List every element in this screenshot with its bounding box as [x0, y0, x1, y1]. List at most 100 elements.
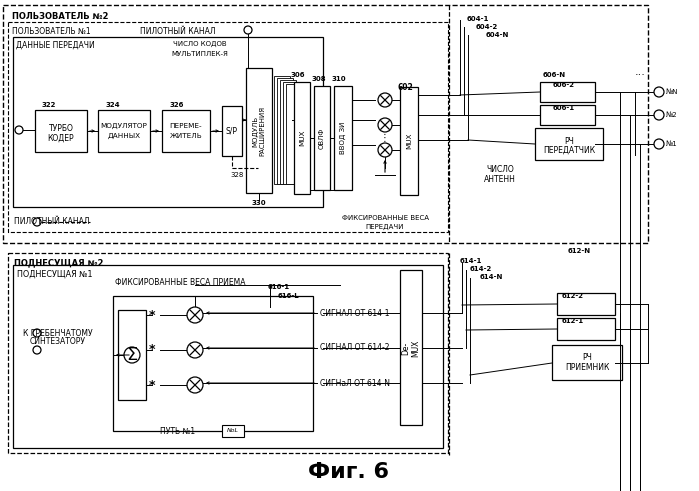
Text: *: *: [149, 379, 155, 391]
Circle shape: [378, 143, 392, 157]
Text: №2: №2: [666, 112, 677, 118]
Text: РЧ: РЧ: [564, 136, 574, 145]
Text: Фиг. 6: Фиг. 6: [308, 462, 389, 482]
Text: 616-1: 616-1: [268, 284, 290, 290]
Text: ПИЛОТНЫЙ КАНАЛ: ПИЛОТНЫЙ КАНАЛ: [14, 218, 89, 226]
Text: MUX: MUX: [406, 133, 412, 149]
Text: ДАННЫХ: ДАННЫХ: [108, 133, 140, 139]
Text: ВВОД ЗИ: ВВОД ЗИ: [340, 122, 346, 154]
Text: АНТЕНН: АНТЕНН: [484, 175, 516, 184]
Bar: [294, 82, 310, 194]
Circle shape: [654, 110, 664, 120]
Text: ...: ...: [635, 67, 645, 77]
Bar: [13, 265, 443, 448]
Text: ПИЛОТНЫЙ КАНАЛ: ПИЛОТНЫЙ КАНАЛ: [140, 27, 215, 36]
Text: СИГНаЛ ОТ 614-N: СИГНаЛ ОТ 614-N: [320, 379, 390, 387]
Text: 602: 602: [397, 83, 412, 92]
Text: ФИКСИРОВАННЫЕ ВЕСА: ФИКСИРОВАННЫЕ ВЕСА: [342, 215, 428, 221]
Text: ЖИТЕЛЬ: ЖИТЕЛЬ: [170, 133, 203, 139]
Text: 326: 326: [170, 102, 185, 108]
Bar: [535, 128, 603, 160]
Circle shape: [378, 93, 392, 107]
Text: 616-L: 616-L: [278, 293, 300, 299]
Bar: [13, 37, 323, 207]
Bar: [286, 84, 302, 184]
Text: ЧИСЛО КОДОВ: ЧИСЛО КОДОВ: [173, 41, 226, 47]
Text: 606-N: 606-N: [543, 72, 566, 78]
Bar: [162, 110, 210, 152]
Bar: [557, 318, 615, 340]
Circle shape: [33, 218, 41, 226]
Text: №N: №N: [666, 89, 679, 95]
Bar: [98, 110, 150, 152]
Bar: [8, 22, 448, 232]
Bar: [246, 68, 272, 193]
Bar: [222, 106, 242, 156]
Text: 612-1: 612-1: [562, 318, 584, 324]
Circle shape: [15, 126, 23, 134]
Bar: [274, 76, 290, 184]
Bar: [283, 82, 299, 184]
Text: К ГРЕБЕНЧАТОМУ: К ГРЕБЕНЧАТОМУ: [23, 328, 93, 337]
Bar: [118, 310, 146, 400]
Text: КОДЕР: КОДЕР: [48, 134, 74, 142]
Text: №1: №1: [666, 141, 678, 147]
Text: ПРИЕМНИК: ПРИЕМНИК: [565, 363, 610, 373]
Text: ПУТЬ №1: ПУТЬ №1: [160, 428, 195, 436]
Circle shape: [187, 377, 203, 393]
Bar: [400, 87, 418, 195]
Text: МОДУЛЯТОР: МОДУЛЯТОР: [101, 123, 147, 129]
Text: De-
MUX: De- MUX: [401, 339, 421, 356]
Text: 614-N: 614-N: [480, 274, 503, 280]
Bar: [314, 86, 330, 190]
Text: ЧИСЛО: ЧИСЛО: [486, 165, 514, 174]
Text: 604-1: 604-1: [467, 16, 489, 22]
Text: ПОЛЬЗОВАТЕЛЬ №2: ПОЛЬЗОВАТЕЛЬ №2: [12, 12, 108, 21]
Bar: [334, 86, 352, 190]
Text: ОВЛФ: ОВЛФ: [319, 127, 325, 149]
Text: ПЕРЕДАТЧИК: ПЕРЕДАТЧИК: [543, 145, 595, 155]
Text: ПЕРЕМЕ-: ПЕРЕМЕ-: [170, 123, 202, 129]
Text: ПЕРЕДАЧИ: ПЕРЕДАЧИ: [366, 224, 404, 230]
Bar: [222, 425, 244, 437]
Bar: [540, 105, 595, 125]
Bar: [280, 80, 296, 184]
Bar: [540, 82, 595, 102]
Text: ФИКСИРОВАННЫЕ ВЕСА ПРИЕМА: ФИКСИРОВАННЫЕ ВЕСА ПРИЕМА: [115, 278, 245, 287]
Text: 330: 330: [252, 200, 266, 206]
Text: МОДУЛЬ
РАСШИРЕНИЯ: МОДУЛЬ РАСШИРЕНИЯ: [252, 106, 266, 156]
Text: 604-N: 604-N: [486, 32, 510, 38]
Circle shape: [244, 26, 252, 34]
Text: 606-2: 606-2: [553, 82, 575, 88]
Text: 612-N: 612-N: [568, 248, 591, 254]
Text: NoL: NoL: [227, 429, 239, 434]
Text: 614-2: 614-2: [470, 266, 492, 272]
Text: 310: 310: [332, 76, 347, 82]
Text: 308: 308: [312, 76, 326, 82]
Bar: [552, 345, 622, 380]
Text: ТУРБО: ТУРБО: [48, 124, 73, 133]
Text: 604-2: 604-2: [476, 24, 498, 30]
Bar: [113, 296, 313, 431]
Text: СИГНАЛ ОТ 614-2: СИГНАЛ ОТ 614-2: [320, 344, 389, 353]
Bar: [400, 270, 422, 425]
Circle shape: [654, 87, 664, 97]
Text: ДАННЫЕ ПЕРЕДАЧИ: ДАННЫЕ ПЕРЕДАЧИ: [16, 41, 95, 50]
Text: РЧ: РЧ: [582, 354, 592, 362]
Bar: [277, 78, 293, 184]
Text: ПОДНЕСУЩАЯ №1: ПОДНЕСУЩАЯ №1: [17, 270, 92, 279]
Circle shape: [187, 307, 203, 323]
Text: ⋮: ⋮: [380, 133, 390, 143]
Text: 614-1: 614-1: [460, 258, 482, 264]
Text: ПОДНЕСУЩАЯ №2: ПОДНЕСУЩАЯ №2: [14, 258, 103, 267]
Circle shape: [378, 118, 392, 132]
Text: MUX: MUX: [299, 130, 305, 146]
Text: СИНТЕЗАТОРУ: СИНТЕЗАТОРУ: [30, 337, 86, 347]
Text: СИГНАЛ ОТ 614-1: СИГНАЛ ОТ 614-1: [320, 308, 389, 318]
Text: 606-1: 606-1: [553, 105, 575, 111]
Text: Σ: Σ: [127, 346, 138, 364]
Text: ПОЛЬЗОВАТЕЛЬ №1: ПОЛЬЗОВАТЕЛЬ №1: [12, 27, 91, 36]
Text: *: *: [149, 308, 155, 322]
Circle shape: [33, 346, 41, 354]
Text: *: *: [149, 344, 155, 356]
